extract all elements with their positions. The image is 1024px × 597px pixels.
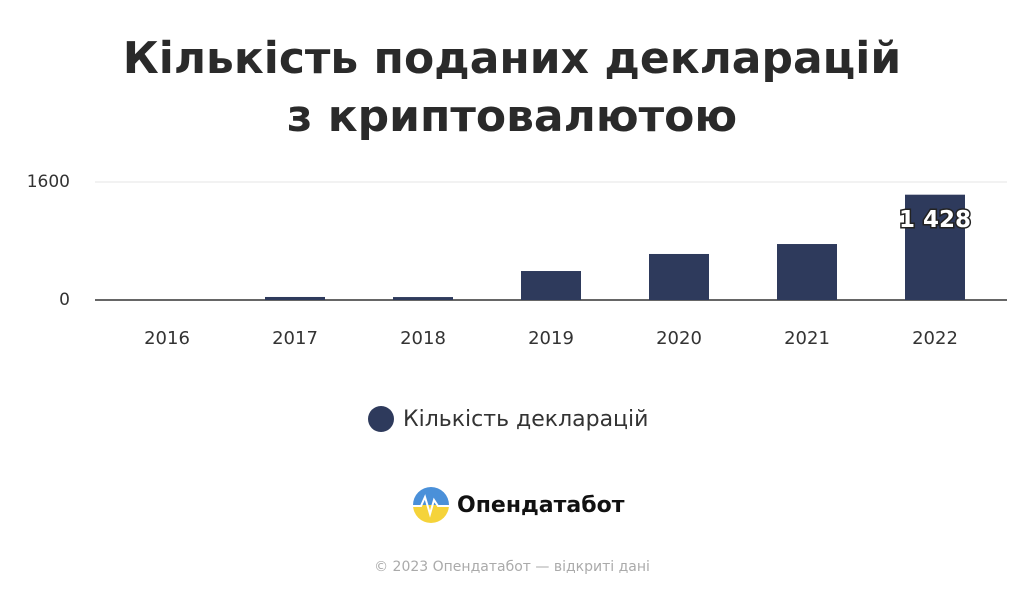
- x-tick-label: 2018: [400, 328, 446, 349]
- chart-title: Кількість поданих декларацій з криптовал…: [122, 33, 902, 142]
- bar: [521, 271, 581, 300]
- bar: [905, 194, 965, 300]
- logo-pulse: [413, 494, 449, 518]
- x-tick-label: 2022: [912, 328, 958, 349]
- x-tick-label: 2017: [272, 328, 318, 349]
- data-label: 1 428: [899, 207, 971, 233]
- legend-label: Кількість декларацій: [403, 407, 648, 432]
- y-tick-label: 0: [59, 290, 70, 310]
- bar: [777, 244, 837, 300]
- copyright: © 2023 Опендатабот — відкриті дані: [374, 559, 650, 575]
- x-tick-label: 2016: [144, 328, 190, 349]
- bar: [649, 253, 709, 300]
- x-tick-label: 2020: [656, 328, 702, 349]
- y-tick-label: 1600: [27, 172, 70, 192]
- logo-top: [413, 487, 449, 505]
- bar: [393, 297, 453, 300]
- x-tick-label: 2021: [784, 328, 830, 349]
- x-tick-label: 2019: [528, 328, 574, 349]
- legend-marker: [368, 406, 394, 432]
- bar: [265, 296, 325, 300]
- brand: Опендатабот: [457, 493, 625, 518]
- logo: [413, 487, 449, 523]
